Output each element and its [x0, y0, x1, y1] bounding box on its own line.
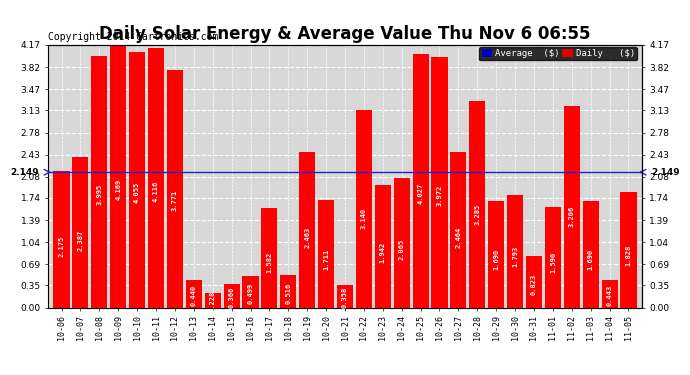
Bar	[299, 153, 315, 308]
Bar	[262, 208, 277, 308]
Text: 4.055: 4.055	[134, 182, 140, 203]
Text: 2.175: 2.175	[59, 235, 65, 256]
Bar	[488, 201, 504, 308]
Bar	[54, 171, 70, 308]
Bar	[205, 293, 221, 308]
Text: Copyright 2014 Cartronics.com: Copyright 2014 Cartronics.com	[48, 32, 219, 42]
Text: 1.793: 1.793	[512, 246, 518, 267]
Bar	[129, 52, 145, 308]
Bar	[620, 192, 636, 308]
Text: 2.149: 2.149	[10, 168, 39, 177]
Text: 1.690: 1.690	[588, 249, 593, 270]
Bar	[356, 110, 372, 308]
Bar	[469, 101, 485, 308]
Bar	[375, 185, 391, 308]
Text: 2.463: 2.463	[304, 227, 310, 248]
Text: 0.358: 0.358	[342, 287, 348, 308]
Bar	[451, 152, 466, 308]
Bar	[280, 275, 296, 308]
Text: 2.065: 2.065	[399, 238, 405, 260]
Text: 4.116: 4.116	[153, 180, 159, 201]
Bar	[526, 256, 542, 308]
Text: 1.942: 1.942	[380, 242, 386, 263]
Text: 0.228: 0.228	[210, 290, 216, 312]
Text: 0.516: 0.516	[285, 282, 291, 303]
Text: 1.828: 1.828	[625, 245, 631, 266]
Text: 2.387: 2.387	[77, 229, 83, 251]
Bar	[337, 285, 353, 308]
Bar	[431, 57, 448, 308]
Text: 1.590: 1.590	[550, 252, 556, 273]
Bar	[242, 276, 259, 308]
Text: 3.771: 3.771	[172, 190, 178, 211]
Text: 3.140: 3.140	[361, 208, 367, 229]
Bar	[186, 280, 202, 308]
Bar	[394, 177, 410, 308]
Bar	[602, 280, 618, 308]
Text: 3.206: 3.206	[569, 206, 575, 227]
Bar	[224, 285, 239, 308]
Bar	[148, 48, 164, 308]
Text: 3.285: 3.285	[474, 204, 480, 225]
Text: 1.711: 1.711	[323, 248, 329, 270]
Text: 2.464: 2.464	[455, 227, 462, 248]
Bar	[507, 195, 523, 308]
Text: 3.972: 3.972	[437, 184, 442, 206]
Text: 1.582: 1.582	[266, 252, 273, 273]
Text: 2.149: 2.149	[651, 168, 680, 177]
Bar	[318, 200, 334, 308]
Text: 4.169: 4.169	[115, 179, 121, 200]
Bar	[72, 157, 88, 308]
Text: 0.499: 0.499	[248, 283, 253, 304]
Text: 3.995: 3.995	[97, 184, 102, 205]
Bar	[564, 106, 580, 308]
Bar	[545, 207, 561, 308]
Legend: Average  ($), Daily   ($): Average ($), Daily ($)	[480, 47, 637, 60]
Text: 1.690: 1.690	[493, 249, 499, 270]
Bar	[167, 70, 183, 308]
Bar	[413, 54, 428, 307]
Text: 0.823: 0.823	[531, 273, 537, 295]
Text: 0.443: 0.443	[607, 284, 613, 306]
Text: 0.366: 0.366	[228, 286, 235, 308]
Title: Daily Solar Energy & Average Value Thu Nov 6 06:55: Daily Solar Energy & Average Value Thu N…	[99, 26, 591, 44]
Text: 0.440: 0.440	[191, 284, 197, 306]
Bar	[582, 201, 599, 308]
Text: 4.027: 4.027	[417, 183, 424, 204]
Bar	[110, 45, 126, 308]
Bar	[91, 56, 108, 308]
